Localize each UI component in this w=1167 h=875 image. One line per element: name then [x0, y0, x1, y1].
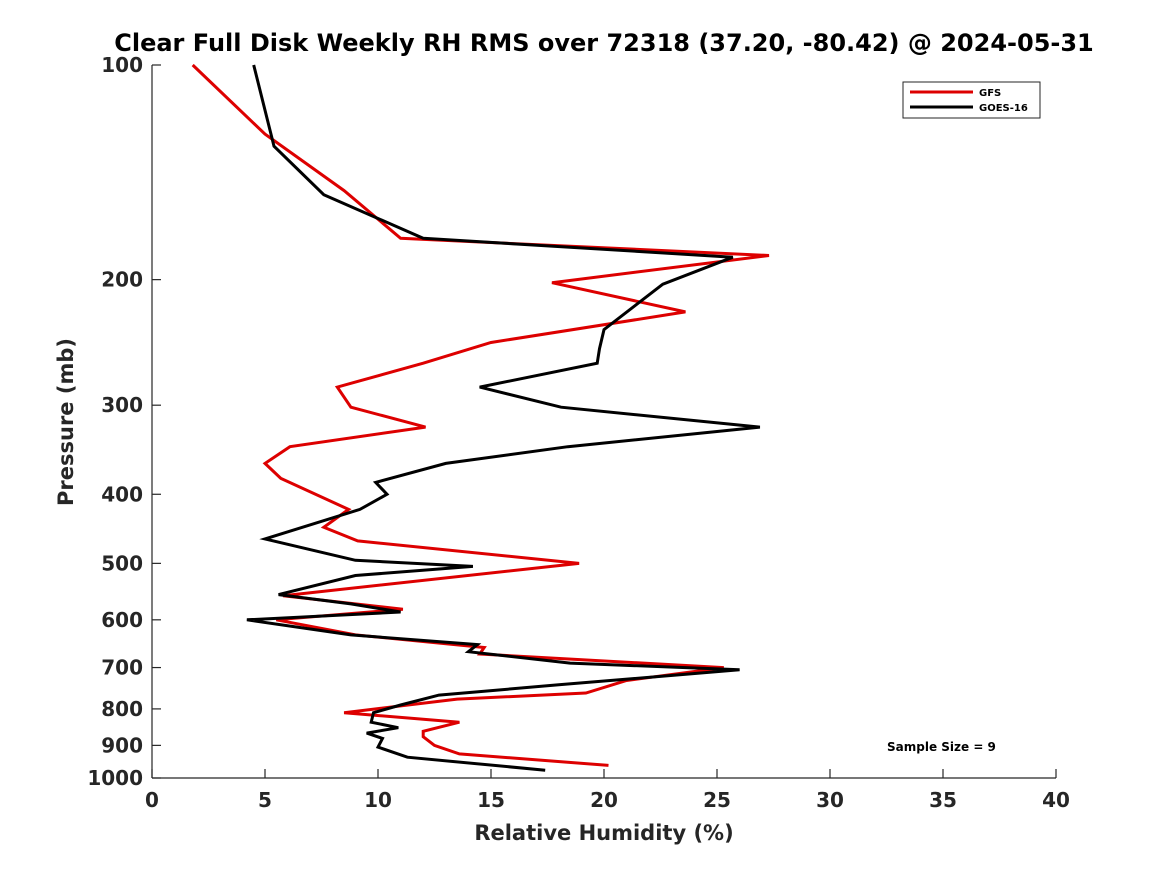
series-line-goes-16 [246, 64, 761, 772]
series-line-gfs [191, 63, 770, 767]
y-tick-label: 700 [101, 656, 143, 680]
y-axis: 100 200 300 400 500 600 700 800 900 1000 [87, 53, 161, 790]
x-tick-label: 15 [477, 788, 505, 812]
y-tick-label: 800 [101, 697, 143, 721]
x-tick-label: 10 [364, 788, 392, 812]
x-axis: 0 5 10 15 20 25 30 35 40 [145, 769, 1070, 812]
chart-title: Clear Full Disk Weekly RH RMS over 72318… [114, 29, 1094, 57]
x-axis-label: Relative Humidity (%) [474, 821, 733, 845]
x-tick-label: 25 [703, 788, 731, 812]
legend-box [902, 81, 1041, 119]
x-tick-label: 20 [590, 788, 618, 812]
x-tick-label: 30 [816, 788, 844, 812]
y-tick-label: 300 [101, 393, 143, 417]
y-tick-label: 600 [101, 608, 143, 632]
y-tick-label: 100 [101, 53, 143, 77]
x-tick-label: 40 [1042, 788, 1070, 812]
y-tick-label: 900 [101, 733, 143, 757]
x-tick-label: 35 [929, 788, 957, 812]
y-tick-label: 1000 [87, 766, 143, 790]
y-tick-label: 200 [101, 268, 143, 292]
sample-size-annotation: Sample Size = 9 [887, 740, 996, 754]
y-tick-label: 400 [101, 482, 143, 506]
x-tick-label: 0 [145, 788, 159, 812]
series-layer [191, 63, 770, 772]
legend-label-goes-16: GOES-16 [979, 103, 1028, 114]
y-tick-label: 500 [101, 551, 143, 575]
legend-label-gfs: GFS [979, 88, 1001, 99]
x-tick-label: 5 [258, 788, 272, 812]
y-axis-label: Pressure (mb) [54, 338, 78, 506]
legend: GFS GOES-16 [902, 81, 1041, 119]
